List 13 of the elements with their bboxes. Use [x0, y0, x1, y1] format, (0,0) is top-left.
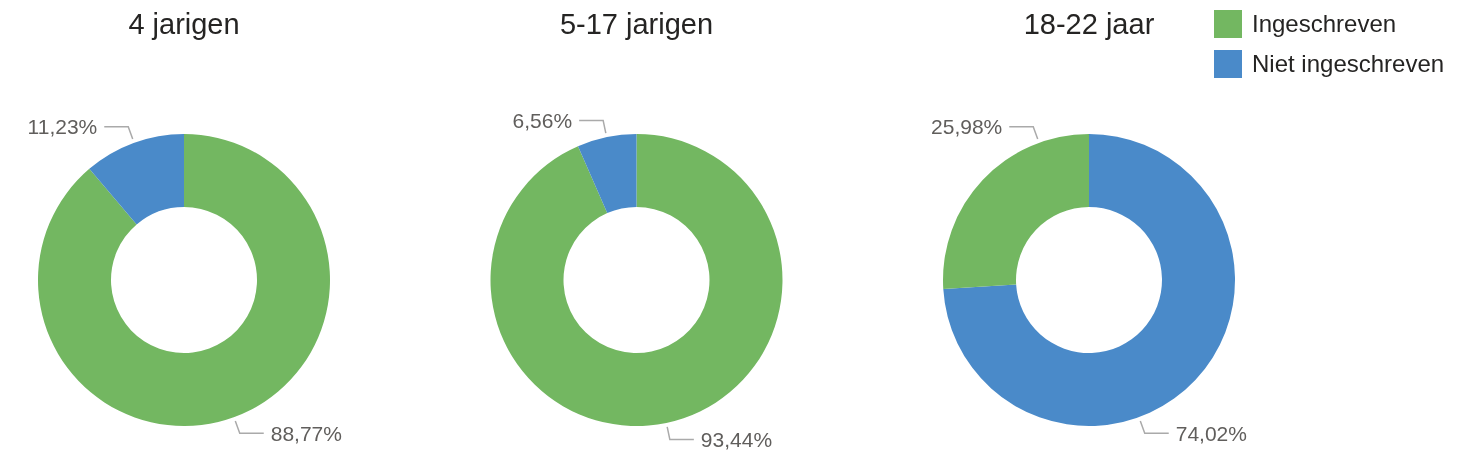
donut-slice — [578, 134, 637, 214]
chart-title: 18-22 jaar — [1023, 8, 1155, 40]
data-label: 88,77% — [270, 421, 342, 445]
data-label: 25,98% — [931, 115, 1003, 139]
data-label: 93,44% — [700, 427, 773, 451]
legend-label: Niet ingeschreven — [1252, 50, 1445, 78]
data-label: 6,56% — [512, 108, 573, 132]
donut-slice — [490, 134, 783, 426]
data-label: 74,02% — [1175, 421, 1247, 445]
chart-title: 4 jarigen — [128, 8, 240, 40]
chart-title: 5-17 jarigen — [559, 8, 714, 40]
data-label: 11,23% — [27, 115, 98, 139]
legend-label: Ingeschreven — [1252, 10, 1397, 38]
